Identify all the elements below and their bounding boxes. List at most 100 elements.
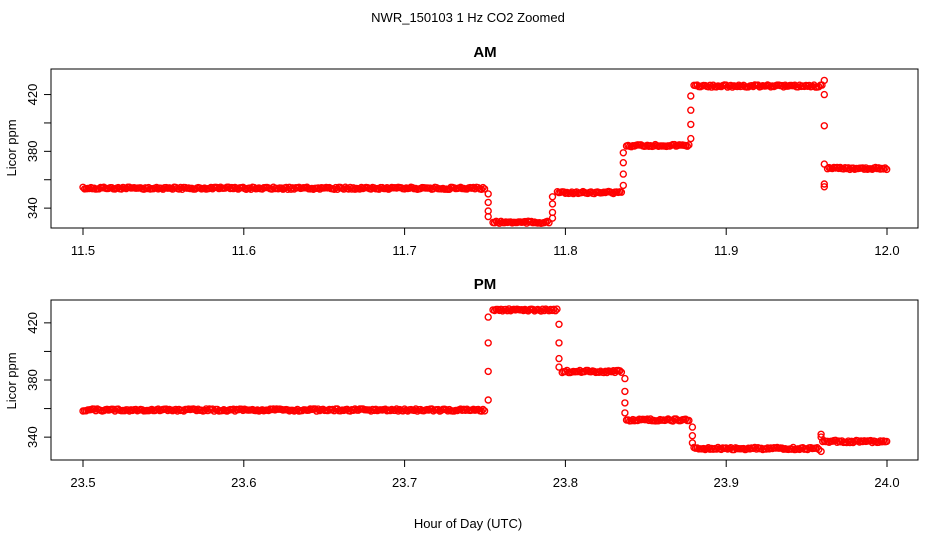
am-data-point — [685, 141, 693, 149]
am-data-point — [152, 183, 161, 192]
figure-x-axis-label: Hour of Day (UTC) — [414, 516, 522, 531]
am-data-point — [316, 185, 324, 193]
am-data-point — [619, 149, 627, 157]
figure-title: NWR_150103 1 Hz CO2 Zoomed — [371, 10, 565, 25]
am-plateau-5 — [823, 163, 891, 174]
pm-plateau-1 — [489, 305, 561, 315]
pm-data-point — [477, 407, 486, 415]
am-transition-0 — [484, 190, 492, 221]
am-data-point — [477, 185, 486, 194]
am-x-tick-label: 11.5 — [71, 243, 95, 258]
pm-data-point — [551, 307, 560, 315]
pm-y-axis-label: Licor ppm — [4, 352, 19, 409]
pm-data-point — [603, 368, 611, 377]
pm-data-point — [484, 313, 492, 321]
pm-transition-4 — [817, 430, 825, 456]
pm-transition-2 — [621, 374, 629, 417]
am-x-tick-label: 11.9 — [714, 243, 738, 258]
am-x-tick-label: 12.0 — [874, 243, 899, 258]
pm-panel-title: PM — [474, 276, 497, 293]
am-y-tick-label: 420 — [25, 84, 40, 106]
pm-transition-1 — [555, 320, 563, 371]
pm-data-point — [621, 387, 629, 396]
am-transition-3 — [687, 92, 695, 143]
pm-data-point — [484, 339, 492, 347]
pm-data-point — [162, 405, 170, 413]
am-data-point — [881, 164, 889, 172]
pm-data-point — [867, 436, 875, 445]
pm-data-point — [555, 320, 563, 328]
am-x-tick-label: 11.8 — [553, 243, 577, 258]
pm-data-point — [555, 363, 563, 371]
am-data-series — [79, 76, 891, 228]
pm-data-point — [484, 367, 492, 376]
pm-data-point — [484, 396, 492, 404]
pm-x-tick-label: 23.5 — [70, 475, 95, 490]
pm-y-tick-label: 420 — [25, 312, 40, 334]
pm-data-point — [688, 423, 697, 431]
am-y-tick-label: 340 — [25, 197, 40, 219]
am-y-ticks: 340 380 420 — [25, 84, 51, 219]
am-data-point — [484, 212, 492, 221]
pm-data-point — [817, 447, 825, 456]
am-data-point — [619, 158, 627, 167]
am-plateau-2 — [553, 187, 626, 198]
am-plateau-1 — [489, 217, 553, 228]
pm-x-tick-label: 23.7 — [392, 475, 417, 490]
pm-x-tick-label: 23.6 — [231, 475, 256, 490]
pm-data-point — [616, 367, 624, 375]
am-data-point — [340, 185, 348, 193]
pm-data-point — [846, 438, 854, 447]
pm-data-point — [817, 433, 825, 441]
am-data-point — [883, 165, 891, 174]
am-data-point — [706, 81, 714, 90]
am-data-point — [548, 200, 557, 208]
pm-plateau-4 — [690, 443, 823, 454]
am-transition-1 — [548, 193, 557, 222]
am-data-point — [687, 106, 695, 114]
pm-panel: PM Licor ppm 23.5 23.6 23.7 23.8 23.9 24.0 34… — [4, 276, 919, 490]
am-data-point — [527, 217, 536, 226]
pm-plateau-2 — [558, 366, 626, 377]
pm-data-point — [394, 407, 402, 415]
pm-data-point — [883, 437, 891, 446]
am-data-point — [484, 198, 492, 207]
pm-data-point — [538, 305, 547, 313]
am-data-point — [484, 190, 492, 198]
am-x-ticks: 11.5 11.6 11.7 11.8 11.9 12.0 — [71, 227, 900, 258]
am-data-point — [548, 208, 557, 217]
am-data-point — [617, 188, 626, 196]
am-panel: AM Licor ppm 11.5 11.6 11.7 11.8 11.9 12.0 34… — [4, 44, 919, 258]
pm-data-point — [617, 368, 626, 376]
pm-data-series — [79, 305, 891, 456]
pm-data-point — [621, 409, 629, 417]
am-data-point — [687, 120, 695, 129]
pm-x-ticks: 23.5 23.6 23.7 23.8 23.9 24.0 — [70, 459, 900, 490]
pm-data-point — [480, 407, 489, 415]
pm-data-point — [555, 354, 563, 363]
pm-data-point — [688, 439, 697, 447]
am-panel-title: AM — [473, 44, 496, 61]
pm-data-point — [555, 339, 563, 347]
am-data-point — [545, 218, 553, 227]
am-data-point — [820, 122, 828, 130]
am-data-point — [820, 160, 828, 168]
am-data-point — [683, 142, 691, 150]
pm-x-tick-label: 23.9 — [714, 475, 739, 490]
am-transition-4 — [820, 76, 828, 191]
pm-transition-3 — [688, 423, 697, 447]
pm-data-point — [553, 305, 561, 313]
pm-x-tick-label: 23.8 — [553, 475, 578, 490]
am-data-point — [820, 76, 828, 85]
am-data-point — [805, 81, 813, 90]
am-data-point — [687, 134, 695, 143]
am-plateau-4 — [690, 81, 826, 91]
am-plateau-0 — [79, 183, 489, 194]
pm-plot-frame — [50, 299, 919, 461]
am-data-point — [844, 164, 852, 172]
pm-data-point — [550, 305, 558, 313]
am-data-point — [356, 185, 364, 193]
am-x-tick-label: 11.6 — [232, 243, 256, 258]
am-y-axis-label: Licor ppm — [4, 119, 19, 176]
